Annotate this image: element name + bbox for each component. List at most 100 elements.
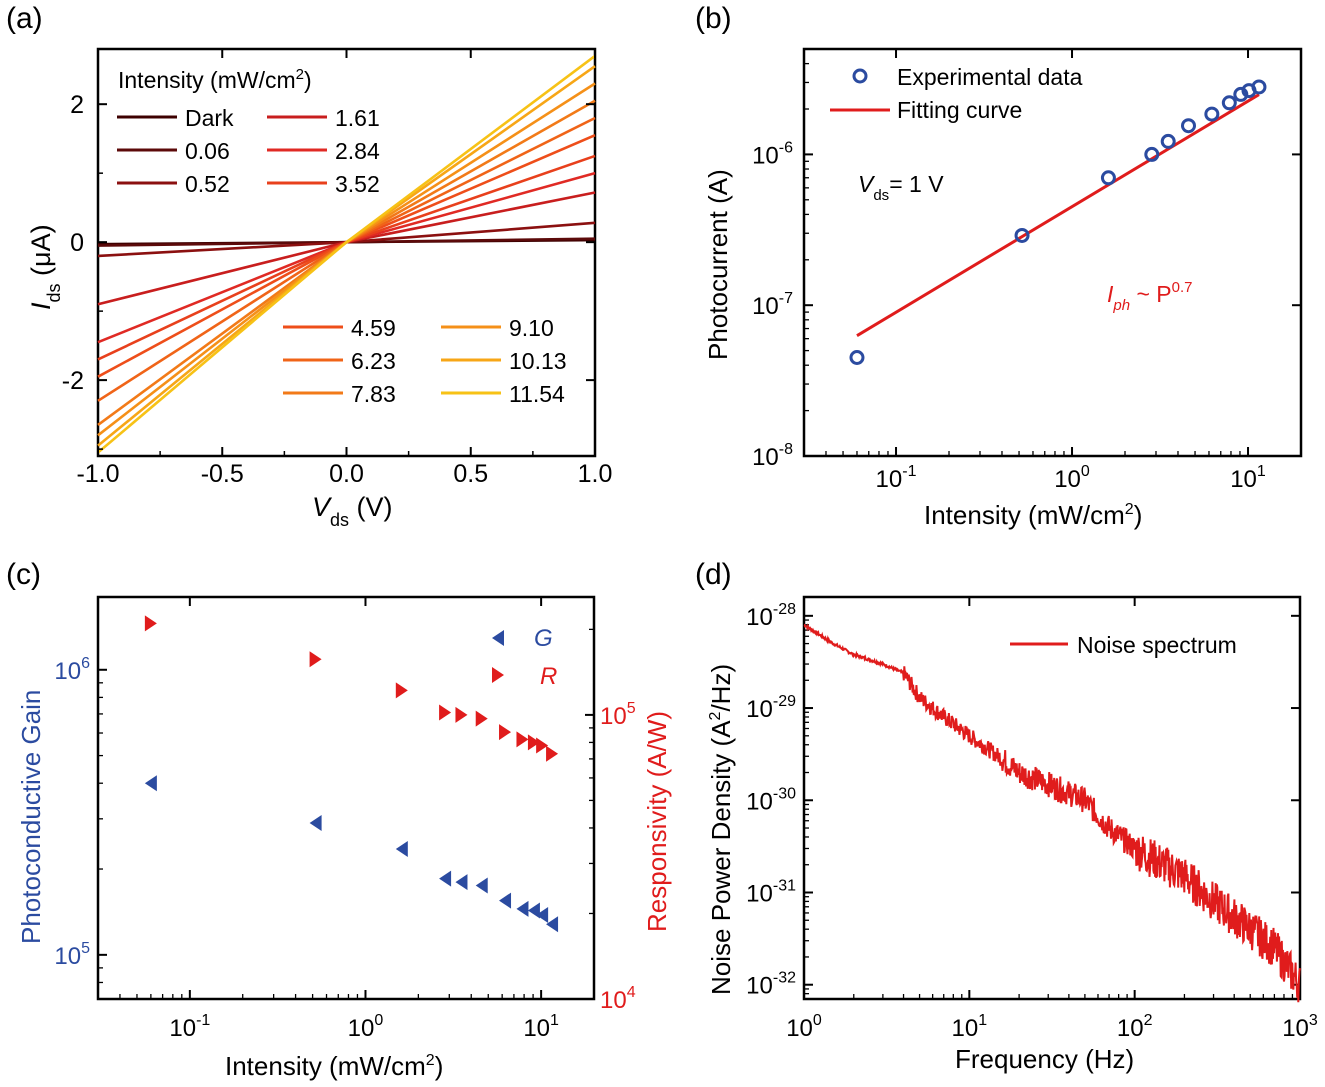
x-tick-label: 100 (348, 1012, 384, 1042)
data-point (1221, 95, 1237, 111)
x-tick-label: -1.0 (76, 460, 119, 488)
legend-label-0.06: 0.06 (185, 138, 230, 164)
panel-a: (a) -1.0 -0.5 0.0 0.5 1.0 -2 0 2 Vds (V) Ids (… (6, 2, 612, 530)
x-tick-label: 1.0 (578, 460, 613, 488)
panel-a-series-group (97, 54, 596, 454)
responsivity-point (455, 706, 468, 723)
responsivity-point (546, 745, 559, 762)
legend-label-1.61: 1.61 (335, 105, 380, 131)
panel-a-legend-title: Intensity (mW/cm2) (118, 66, 312, 93)
panel-c-xlabel: Intensity (mW/cm2) (225, 1051, 443, 1081)
x-tick-label: -0.5 (201, 460, 244, 488)
panel-b-frame (802, 47, 1303, 458)
y-tick-label: 10-7 (752, 290, 793, 320)
panel-b-power-law-annotation: Iph ~ P0.7 (1107, 279, 1193, 314)
series-5-negative-branch (97, 240, 348, 361)
series-2-positive-branch (346, 221, 596, 244)
x-tick-label: 103 (1282, 1012, 1318, 1042)
series-3-negative-branch (97, 240, 347, 306)
panel-c-frame (96, 595, 596, 1001)
x-tick-label: 102 (1117, 1012, 1153, 1042)
panel-a-ylabel: Ids (μA) (26, 224, 64, 310)
series-6-negative-branch (97, 241, 348, 378)
y-right-tick-label: 104 (600, 984, 636, 1014)
y-left-tick-label: 106 (54, 655, 90, 685)
y-tick-label: 2 (70, 91, 84, 119)
panel-d-ticks: 100 101 102 103 10-32 10-31 10-30 10-29 10-28 (746, 597, 1318, 1042)
noise-spectrum-line (803, 623, 1301, 1003)
panel-d-plot (803, 623, 1301, 1003)
data-point (849, 349, 865, 365)
series-9-positive-branch (345, 82, 596, 244)
panel-b-vds-annotation: Vds= 1 V (858, 171, 944, 204)
series-3-positive-branch (346, 191, 596, 244)
x-tick-label: 101 (952, 1012, 988, 1042)
panel-c: (c) 10-1 100 101 105 106 104 105 Intensity (mW… (6, 558, 672, 1081)
legend-label-11.54: 11.54 (509, 381, 565, 407)
y-tick-label: 10-6 (752, 139, 793, 169)
legend-label-0.52: 0.52 (185, 171, 230, 197)
legend-label-4.59: 4.59 (351, 315, 396, 341)
gain-point (475, 877, 488, 894)
series-1-negative-branch (97, 240, 347, 247)
gain-point (536, 906, 549, 923)
series-9-negative-branch (97, 241, 348, 437)
series-7-negative-branch (97, 241, 348, 402)
x-tick-label: 10-1 (169, 1012, 210, 1042)
legend-marker-experimental (852, 68, 868, 84)
series-1-positive-branch (346, 237, 596, 244)
panel-b-legend: Experimental data Fitting curve (830, 64, 1083, 123)
responsivity-point (527, 734, 540, 751)
y-tick-label: 0 (70, 229, 84, 257)
data-point (1160, 133, 1176, 149)
gain-point (546, 916, 559, 933)
responsivity-point (499, 724, 512, 741)
y-right-tick-label: 105 (600, 700, 636, 730)
data-point (1014, 227, 1030, 243)
legend-label-10.13: 10.13 (509, 348, 567, 374)
y-tick-label: -2 (62, 367, 84, 395)
panel-d: (d) 100 101 102 103 10-32 10-31 10-30 10-29 10-2… (695, 558, 1318, 1074)
gain-point (455, 874, 468, 891)
panel-c-legend: G R (492, 625, 557, 690)
panel-d-label: (d) (695, 558, 732, 591)
panel-a-legend: Dark 0.06 0.52 1.61 2.84 3.52 4.59 6.23 7.83 9.10… (117, 105, 567, 407)
legend-label-7.83: 7.83 (351, 381, 396, 407)
y-tick-label: 10-30 (746, 785, 796, 815)
gain-point (144, 775, 157, 792)
gain-point (439, 870, 452, 887)
series-7-positive-branch (345, 116, 596, 244)
x-tick-label: 10-1 (876, 463, 917, 493)
panel-c-ticks: 10-1 100 101 105 106 104 105 (54, 597, 636, 1042)
panel-a-yticks: -2 0 2 (62, 91, 595, 450)
series-6-positive-branch (345, 134, 596, 244)
fitting-curve (856, 93, 1260, 337)
y-tick-label: 10-31 (746, 877, 796, 907)
gain-point (499, 892, 512, 909)
panel-b-ticks: 10-1 100 101 10-8 10-7 10-6 (752, 48, 1301, 493)
panel-b-plot (849, 79, 1267, 365)
x-tick-label: 0.0 (329, 460, 364, 488)
data-point (1233, 86, 1249, 102)
panel-c-ylabel-left: Photoconductive Gain (16, 690, 46, 944)
x-tick-label: 101 (1230, 463, 1266, 493)
panel-a-label: (a) (6, 2, 43, 35)
legend-label-fitting: Fitting curve (897, 97, 1022, 123)
panel-b-ylabel: Photocurrent (A) (703, 169, 733, 360)
y-tick-label: 10-8 (752, 441, 793, 471)
panel-d-legend: Noise spectrum (1010, 632, 1237, 658)
responsivity-point (144, 615, 157, 632)
panel-d-xlabel: Frequency (Hz) (955, 1044, 1134, 1074)
legend-label-2.84: 2.84 (335, 138, 380, 164)
responsivity-point (475, 710, 488, 727)
series-5-positive-branch (346, 154, 596, 244)
panel-c-ylabel-right: Responsivity (A/W) (642, 711, 672, 932)
x-tick-label: 101 (523, 1012, 559, 1042)
series-2-negative-branch (97, 240, 347, 258)
legend-label-Dark: Dark (185, 105, 234, 131)
y-tick-label: 10-28 (746, 601, 796, 631)
gain-point (309, 815, 322, 832)
gain-point (516, 900, 529, 917)
gain-point (395, 841, 408, 858)
